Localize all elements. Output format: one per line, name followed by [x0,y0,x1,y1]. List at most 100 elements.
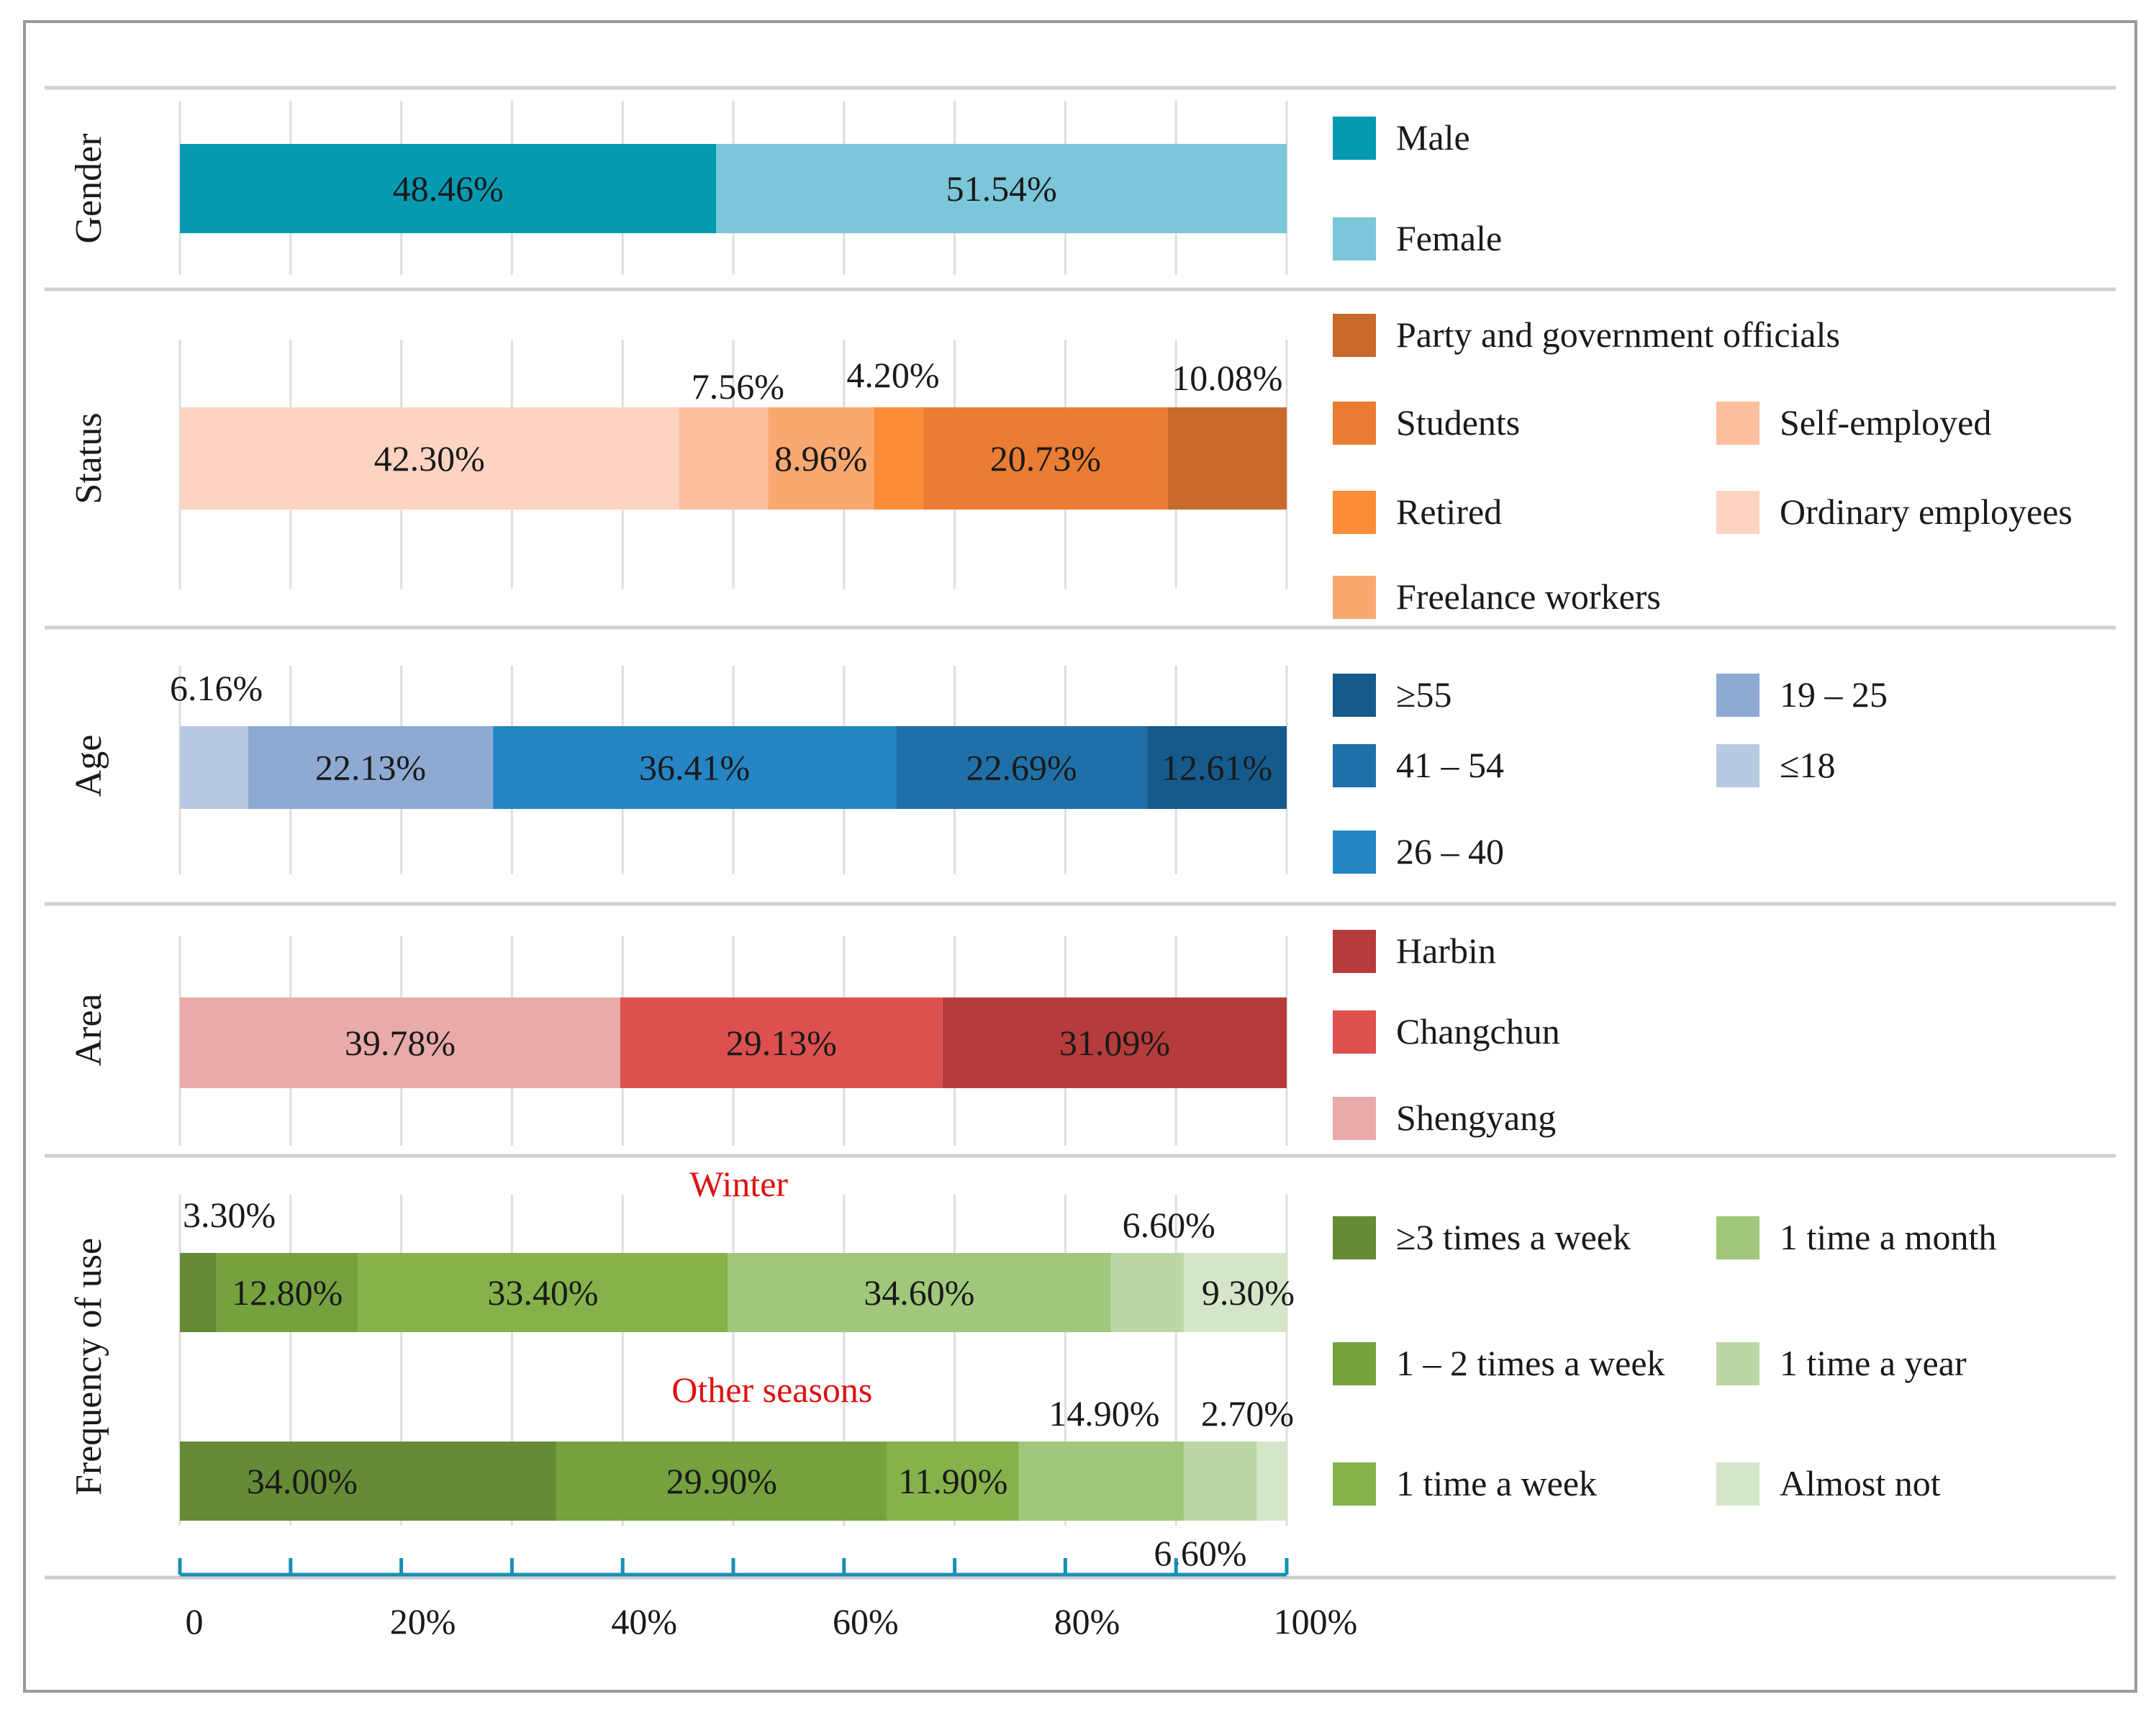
bar-segment-female [716,144,1287,233]
panel-label-gender: Gender [68,133,109,243]
legend-swatch [1333,1216,1376,1259]
x-tick-label: 0 [186,1601,204,1642]
panel-label-status: Status [68,412,109,504]
bar-segment-18 [180,726,248,809]
legend-label: Ordinary employees [1780,492,2073,532]
bar-label-1-2-times-a-week: 12.80% [232,1272,343,1313]
legend-item-party-and-government-officials: Party and government officials [1333,314,1840,357]
bar-segment-1-2-times-a-week [556,1442,887,1521]
legend-label: Female [1396,218,1502,258]
bar-label-55: 12.61% [1161,748,1272,788]
legend-item-shengyang: Shengyang [1333,1097,1556,1140]
legend-label: 41 – 54 [1396,745,1504,785]
legend-swatch [1333,117,1376,160]
bar-label-3-times-a-week: 34.00% [247,1461,358,1501]
bar-label-freelance-workers: 8.96% [774,438,867,479]
bar-segment-41-54 [896,726,1148,809]
panel-gender: Gender 48.46% 51.54% Male Female [68,101,1502,275]
legend-item-1-time-a-year: 1 time a year [1716,1342,1967,1385]
legend-item-18: ≤18 [1716,744,1835,787]
panel-area: Area 39.78% 29.13% 31.09% Harbin Changchun She… [68,930,1560,1146]
bar-segment-1-time-a-month [1018,1442,1184,1521]
x-tick-label: 20% [390,1601,456,1642]
bar-segment-retired [874,407,923,510]
legend-item-harbin: Harbin [1333,930,1496,973]
legend-label: 1 time a week [1396,1463,1597,1503]
legend-swatch [1716,402,1759,445]
legend-label: Freelance workers [1396,576,1661,617]
legend-item-female: Female [1333,217,1502,261]
x-axis: 0 20% 40% 60% 80% 100% [178,1558,1357,1642]
bar-label-female: 51.54% [946,168,1057,209]
legend-item-1-2-times-a-week: 1 – 2 times a week [1333,1342,1665,1385]
bar-label-41-54: 22.69% [966,748,1077,788]
legend-swatch [1333,831,1376,874]
legend-label: 1 – 2 times a week [1396,1343,1665,1383]
bar-label-1-time-a-week: 33.40% [487,1272,598,1313]
legend-label: ≤18 [1780,745,1835,785]
bar-subtitle-winter: Winter [689,1164,788,1204]
legend-swatch [1333,744,1376,787]
bar-segment-almost-not [1183,1253,1287,1332]
bar-segment-1-time-a-year [1183,1442,1257,1521]
legend-item-19-25: 19 – 25 [1716,674,1888,717]
bar-segment-1-time-a-week [887,1442,1019,1521]
legend-item-26-40: 26 – 40 [1333,831,1504,874]
legend-swatch [1716,1216,1759,1259]
panel-age: Age 6.16% 22.13% 36.41% 22.69% 12.61% ≥55 19 – … [68,666,1888,874]
panel-status: Status 42.30% 7.56% 8.96% 4.20% 20.73% 10.08% P… [68,314,2073,619]
legend-swatch [1716,1342,1759,1385]
bar-segment-ordinary-employees [180,407,679,510]
legend-label: 26 – 40 [1396,831,1504,872]
legend-item-changchun: Changchun [1333,1010,1560,1054]
legend-label: Almost not [1780,1463,1941,1503]
x-tick-label: 80% [1054,1601,1120,1642]
bar-segment-students [923,407,1168,510]
bar-label-19-25: 22.13% [315,748,426,788]
legend-label: Changchun [1396,1011,1560,1051]
legend-swatch [1333,314,1376,357]
legend-label: 1 time a month [1780,1217,1996,1257]
bar-label-1-time-a-year: 6.60% [1123,1205,1215,1245]
bar-segment-1-time-a-week [358,1253,728,1332]
legend-label: 19 – 25 [1780,674,1888,715]
panel-frequency-of-use: Frequency of use Winter 3.30% 12.80% 33.40% 3… [68,1164,1996,1573]
legend-swatch [1333,674,1376,717]
legend-item-41-54: 41 – 54 [1333,744,1504,787]
bar-label-1-time-a-month: 14.90% [1048,1393,1159,1434]
legend-label: ≥55 [1396,674,1451,715]
legend-swatch [1333,217,1376,261]
legend-item-1-time-a-week: 1 time a week [1333,1462,1597,1506]
bar-segment-55 [1147,726,1287,809]
bar-label-shengyang: 39.78% [345,1023,456,1063]
bar-segment-self-employed [679,407,769,510]
outer-frame [23,20,2137,1693]
panel-label-area: Area [68,993,109,1066]
legend-label: Self-employed [1780,402,1991,443]
legend-swatch [1716,674,1759,717]
legend-item-self-employed: Self-employed [1716,402,1991,445]
bar-segment-shengyang [180,997,620,1088]
legend-label: ≥3 times a week [1396,1217,1631,1257]
legend-item-retired: Retired [1333,491,1502,534]
bar-label-changchun: 29.13% [726,1023,837,1063]
bar-label-ordinary-employees: 42.30% [374,438,485,479]
bar-subtitle-other-seasons: Other seasons [671,1370,872,1410]
bar-segment-1-2-times-a-week [216,1253,358,1332]
bar-label-1-time-a-year: 6.60% [1154,1533,1246,1573]
legend-label: Retired [1396,492,1502,532]
panel-label-frequency-of-use: Frequency of use [68,1238,109,1495]
bar-segment-freelance-workers [768,407,874,510]
legend-swatch [1333,930,1376,973]
bar-segment-male [180,144,717,233]
bar-segment-3-times-a-week [180,1442,556,1521]
bar-segment-1-time-a-year [1110,1253,1184,1332]
legend-item-male: Male [1333,117,1470,160]
bar-label-1-2-times-a-week: 29.90% [666,1461,777,1501]
bar-label-male: 48.46% [393,168,504,209]
legend-item-freelance-workers: Freelance workers [1333,576,1661,619]
legend-label: Party and government officials [1396,315,1840,355]
legend-swatch [1333,576,1376,619]
bar-segment-almost-not [1256,1442,1287,1521]
